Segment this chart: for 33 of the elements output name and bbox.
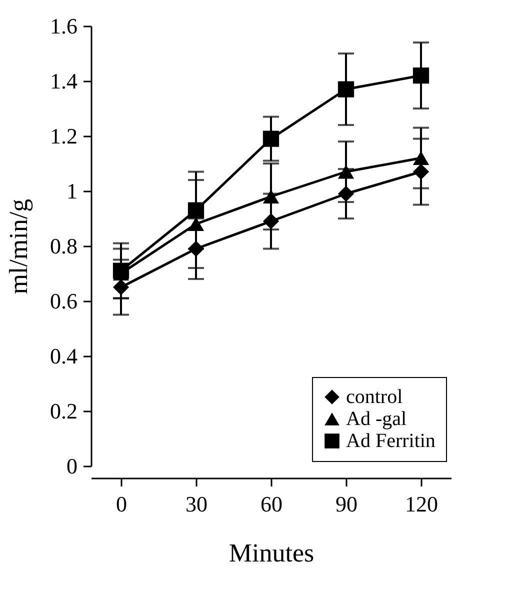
y-tick-label: 1.4 <box>50 68 78 94</box>
y-axis-title: ml/min/g <box>4 198 33 294</box>
y-tick-label: 0.4 <box>50 344 78 368</box>
x-axis-title: Minutes <box>228 538 314 568</box>
point <box>338 81 354 98</box>
point <box>338 164 354 179</box>
y-tick-label: 1.2 <box>50 124 78 148</box>
y-tick-label: 0.6 <box>50 288 78 314</box>
x-tick-label: 60 <box>260 492 282 516</box>
point <box>188 202 204 218</box>
y-tick-label: 0.2 <box>50 398 78 424</box>
x-tick-label: 0 <box>116 492 127 516</box>
point <box>112 279 130 296</box>
y-tick-label: 1.6 <box>50 14 78 38</box>
point <box>262 190 280 204</box>
point <box>188 240 204 257</box>
y-tick-label: 1 <box>66 178 78 204</box>
x-tick-label: 90 <box>336 492 358 516</box>
point <box>412 151 430 165</box>
point <box>412 67 430 84</box>
y-tick-label: 0 <box>66 454 78 478</box>
legend-label: Ad Ferritin <box>346 430 436 452</box>
point <box>412 164 430 180</box>
y-tick-label: 0.8 <box>50 234 78 258</box>
point <box>338 186 354 202</box>
point <box>262 213 280 230</box>
point <box>262 130 280 147</box>
x-tick-label: 120 <box>405 492 438 516</box>
point <box>112 262 130 279</box>
legend-label: Ad -gal <box>346 408 407 430</box>
x-tick-label: 30 <box>186 492 208 516</box>
legend-label: control <box>346 386 404 408</box>
point <box>188 217 204 231</box>
